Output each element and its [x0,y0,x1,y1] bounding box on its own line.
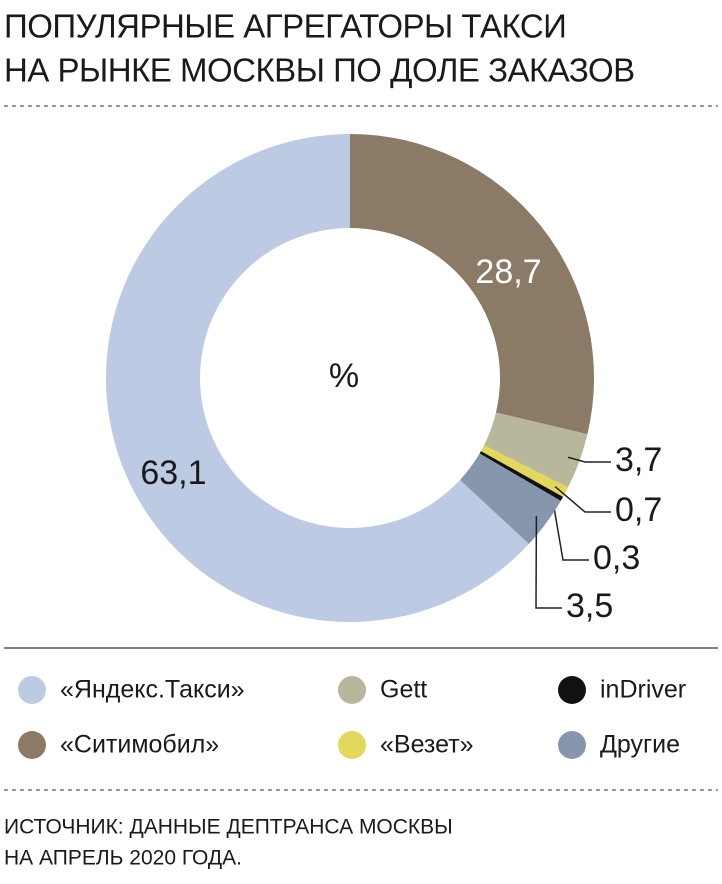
leader-line [567,456,611,463]
legend-swatch [18,731,46,759]
center-label: % [329,357,359,395]
leader-line [550,492,589,561]
value-label: 63,1 [140,454,206,492]
donut-slice [480,445,569,497]
source: НА АПРЕЛЬ 2020 ГОДА. [4,847,242,870]
leader-line [535,516,562,609]
donut-slice [484,412,588,488]
legend-swatch [18,676,46,704]
value-label: 0,3 [593,539,640,577]
legend-swatch [338,676,366,704]
value-label: 3,5 [566,587,613,625]
donut-slice [350,134,594,435]
donut-slice [479,451,564,501]
leader-line [554,485,611,513]
donut-slice [105,134,529,622]
value-label: 28,7 [475,253,541,291]
value-label: 0,7 [615,491,662,529]
legend-label: «Яндекс.Такси» [60,676,245,704]
value-label: 3,7 [615,441,662,479]
legend-swatch [558,676,586,704]
donut-slice [459,453,561,544]
legend-swatch [558,731,586,759]
legend-swatch [338,731,366,759]
legend-label: Gett [380,676,427,704]
chart-title: НА РЫНКЕ МОСКВЫ ПО ДОЛЕ ЗАКАЗОВ [4,52,635,89]
chart-title: ПОПУЛЯРНЫЕ АГРЕГАТОРЫ ТАКСИ [4,8,566,45]
legend-label: Другие [600,731,680,759]
legend-label: «Ситимобил» [60,731,219,759]
legend-label: inDriver [600,676,686,704]
source: ИСТОЧНИК: ДАННЫЕ ДЕПТРАНСА МОСКВЫ [4,816,453,839]
legend-label: «Везет» [380,731,474,759]
